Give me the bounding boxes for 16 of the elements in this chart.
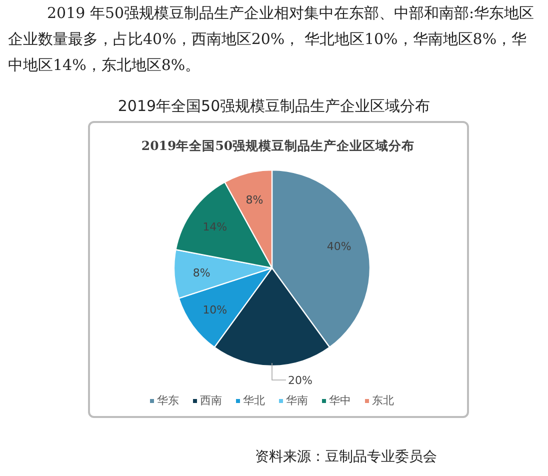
data-label: 40% [326, 240, 352, 254]
legend-label: 华北 [243, 394, 265, 407]
legend-label: 东北 [372, 394, 394, 407]
chart-title: 2019年全国50强规模豆制品生产企业区域分布 [141, 138, 415, 153]
legend-label: 西南 [200, 394, 222, 407]
text: 2019 年50强规模豆制品生产企业相对集中在东部、中部和南部:华东地区企业数量最多，占比40%，西南地区20%， 华北地区10%，华南地区8%，华中地区14%，东北地区8%。 [8, 3, 536, 76]
data-label: 10% [202, 303, 228, 316]
data-label: 20% [288, 374, 312, 387]
text: 资料来源：豆制品专业委员会 [255, 448, 438, 467]
data-label: 14% [202, 220, 228, 234]
data-label: 8% [246, 194, 264, 207]
legend-label: 华中 [329, 394, 351, 407]
legend-label: 华东 [157, 394, 179, 407]
legend-label: 华南 [286, 394, 308, 407]
text: 2019年全国50强规模豆制品生产企业区域分布 [116, 96, 432, 117]
data-label: 8% [192, 266, 210, 280]
